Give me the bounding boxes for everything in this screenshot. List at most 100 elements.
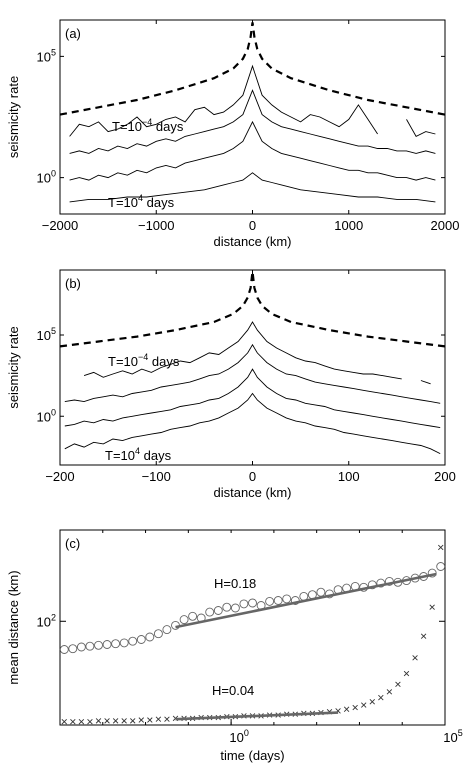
dashed-upper-bound-line [59,271,446,348]
x-tick-label: 0 [249,469,256,484]
cross-marker [403,670,410,677]
series-line-3 [69,120,436,181]
y-tick-label: 102 [37,612,56,629]
circle-marker [153,629,163,639]
cross-marker [412,655,418,661]
cross-marker [343,706,350,712]
cross-marker [121,718,127,724]
circle-marker [111,639,121,649]
circle-marker [162,625,172,635]
circle-marker [265,596,275,606]
panel-0 [59,19,446,215]
circle-marker [248,598,257,608]
x-tick-label: −200 [45,469,74,484]
circle-marker [128,636,138,646]
series-line-4 [64,392,441,455]
dashed-upper-bound-line [59,22,446,116]
circle-marker [273,596,283,605]
y-tick-label: 105 [37,326,56,343]
circle-marker [68,644,78,654]
circle-marker [230,603,240,613]
cross-marker [438,544,444,551]
cross-marker [369,699,375,705]
series-line-1 [83,321,431,385]
circle-marker [102,640,112,649]
cross-marker [352,704,358,711]
panel-label: (a) [65,26,81,41]
plot-frame [59,529,446,726]
x-tick-label: −2000 [42,218,79,233]
circle-marker [136,635,146,644]
circle-marker [239,599,249,609]
cross-marker [87,718,93,725]
x-tick-label: 100 [229,728,248,745]
cross-marker [164,716,170,722]
circle-marker [282,594,292,604]
y-axis-label: mean distance (km) [6,570,21,684]
y-axis-label: seismicity rate [6,76,21,158]
circle-marker [290,596,300,605]
annotation-short-time: T=10−4 days [108,352,180,369]
circle-marker [384,576,394,586]
x-tick-label: −1000 [138,218,175,233]
circle-marker [205,607,215,617]
circle-marker [213,606,223,615]
annotation-long-time: T=104 days [105,446,172,463]
circle-marker [316,587,326,597]
x-axis-label: time (days) [220,748,284,763]
annotation-h-004: H=0.04 [212,683,254,698]
cross-marker [138,717,144,723]
x-tick-label: 2000 [431,218,460,233]
cross-marker [361,702,367,708]
x-tick-label: 105 [443,728,462,745]
x-tick-label: 200 [434,469,456,484]
fit-line-2 [175,572,437,629]
cross-marker [104,718,110,724]
cross-marker [95,718,102,724]
cross-marker [112,718,119,724]
series-line-2 [64,343,441,404]
series-line-3 [64,368,441,429]
panel-label: (c) [65,536,80,551]
panel-2 [59,529,446,726]
circle-marker [145,632,155,642]
cross-marker [130,718,136,724]
panel-label: (b) [65,276,81,291]
x-tick-label: 1000 [334,218,363,233]
circle-marker [85,641,95,651]
circle-marker [76,642,86,652]
annotation-short-time: T=10−4 days [112,117,184,134]
circle-marker [59,645,69,654]
circle-marker [188,611,198,621]
cross-marker [147,717,153,723]
fit-line-3 [175,711,339,721]
annotation-h-018: H=0.18 [214,576,256,591]
y-tick-label: 105 [37,47,56,64]
circle-marker [222,602,232,612]
circle-marker [367,580,377,590]
x-axis-label: distance (km) [213,234,291,249]
x-tick-label: 100 [338,469,360,484]
series-line-1 [69,64,436,137]
circle-marker [179,615,189,625]
cross-marker [78,718,85,725]
x-tick-label: −100 [142,469,171,484]
cross-marker [61,718,67,725]
cross-marker [429,604,435,610]
cross-marker [70,718,76,725]
series-line-4 [69,172,436,203]
cross-marker [155,716,162,722]
cross-marker [420,633,427,639]
cross-marker [395,681,401,688]
plot-frame [59,19,446,215]
circle-marker [376,578,386,588]
circle-marker [436,562,446,571]
x-tick-label: 0 [249,218,256,233]
annotation-long-time: T=104 days [108,193,175,210]
cross-marker [386,689,393,695]
y-tick-label: 100 [37,407,56,424]
circle-marker [119,638,129,648]
cross-marker [378,694,384,701]
y-tick-label: 100 [37,169,56,186]
